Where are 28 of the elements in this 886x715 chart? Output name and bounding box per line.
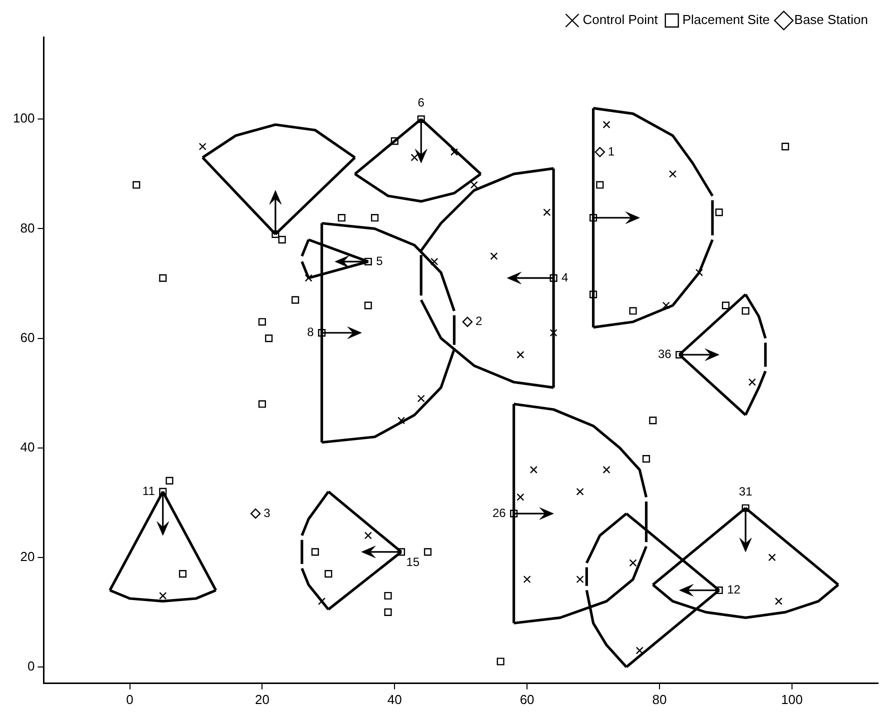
annotation: 15	[406, 555, 420, 570]
annotation: 8	[307, 325, 314, 340]
legend-label: Placement Site	[682, 12, 770, 28]
x-tick-label: 0	[126, 692, 134, 707]
annotation: 1	[608, 144, 615, 158]
annotation: 6	[418, 95, 425, 110]
annotation: 3	[264, 506, 271, 520]
x-tick-label: 100	[781, 692, 803, 707]
x-tick-label: 20	[254, 692, 270, 707]
annotation: 31	[738, 484, 753, 498]
x-tick-label: 60	[520, 692, 534, 707]
y-tick-label: 40	[20, 439, 35, 454]
y-tick-label: 0	[27, 658, 35, 674]
x-tick-label: 80	[652, 692, 667, 707]
y-tick-label: 100	[12, 110, 35, 126]
annotation: 26	[492, 506, 506, 520]
annotation: 12	[727, 582, 741, 597]
annotation: 2	[475, 314, 482, 328]
annotation: 4	[562, 270, 569, 284]
y-tick-label: 80	[20, 220, 35, 236]
annotation: 11	[142, 484, 156, 498]
y-tick-label: 60	[20, 330, 35, 345]
annotation: 36	[658, 347, 672, 362]
annotation: 5	[376, 254, 384, 268]
legend-label: Control Point	[582, 12, 658, 28]
legend-label: Base Station	[794, 12, 868, 28]
x-tick-label: 40	[387, 692, 402, 707]
y-tick-label: 20	[20, 548, 35, 564]
